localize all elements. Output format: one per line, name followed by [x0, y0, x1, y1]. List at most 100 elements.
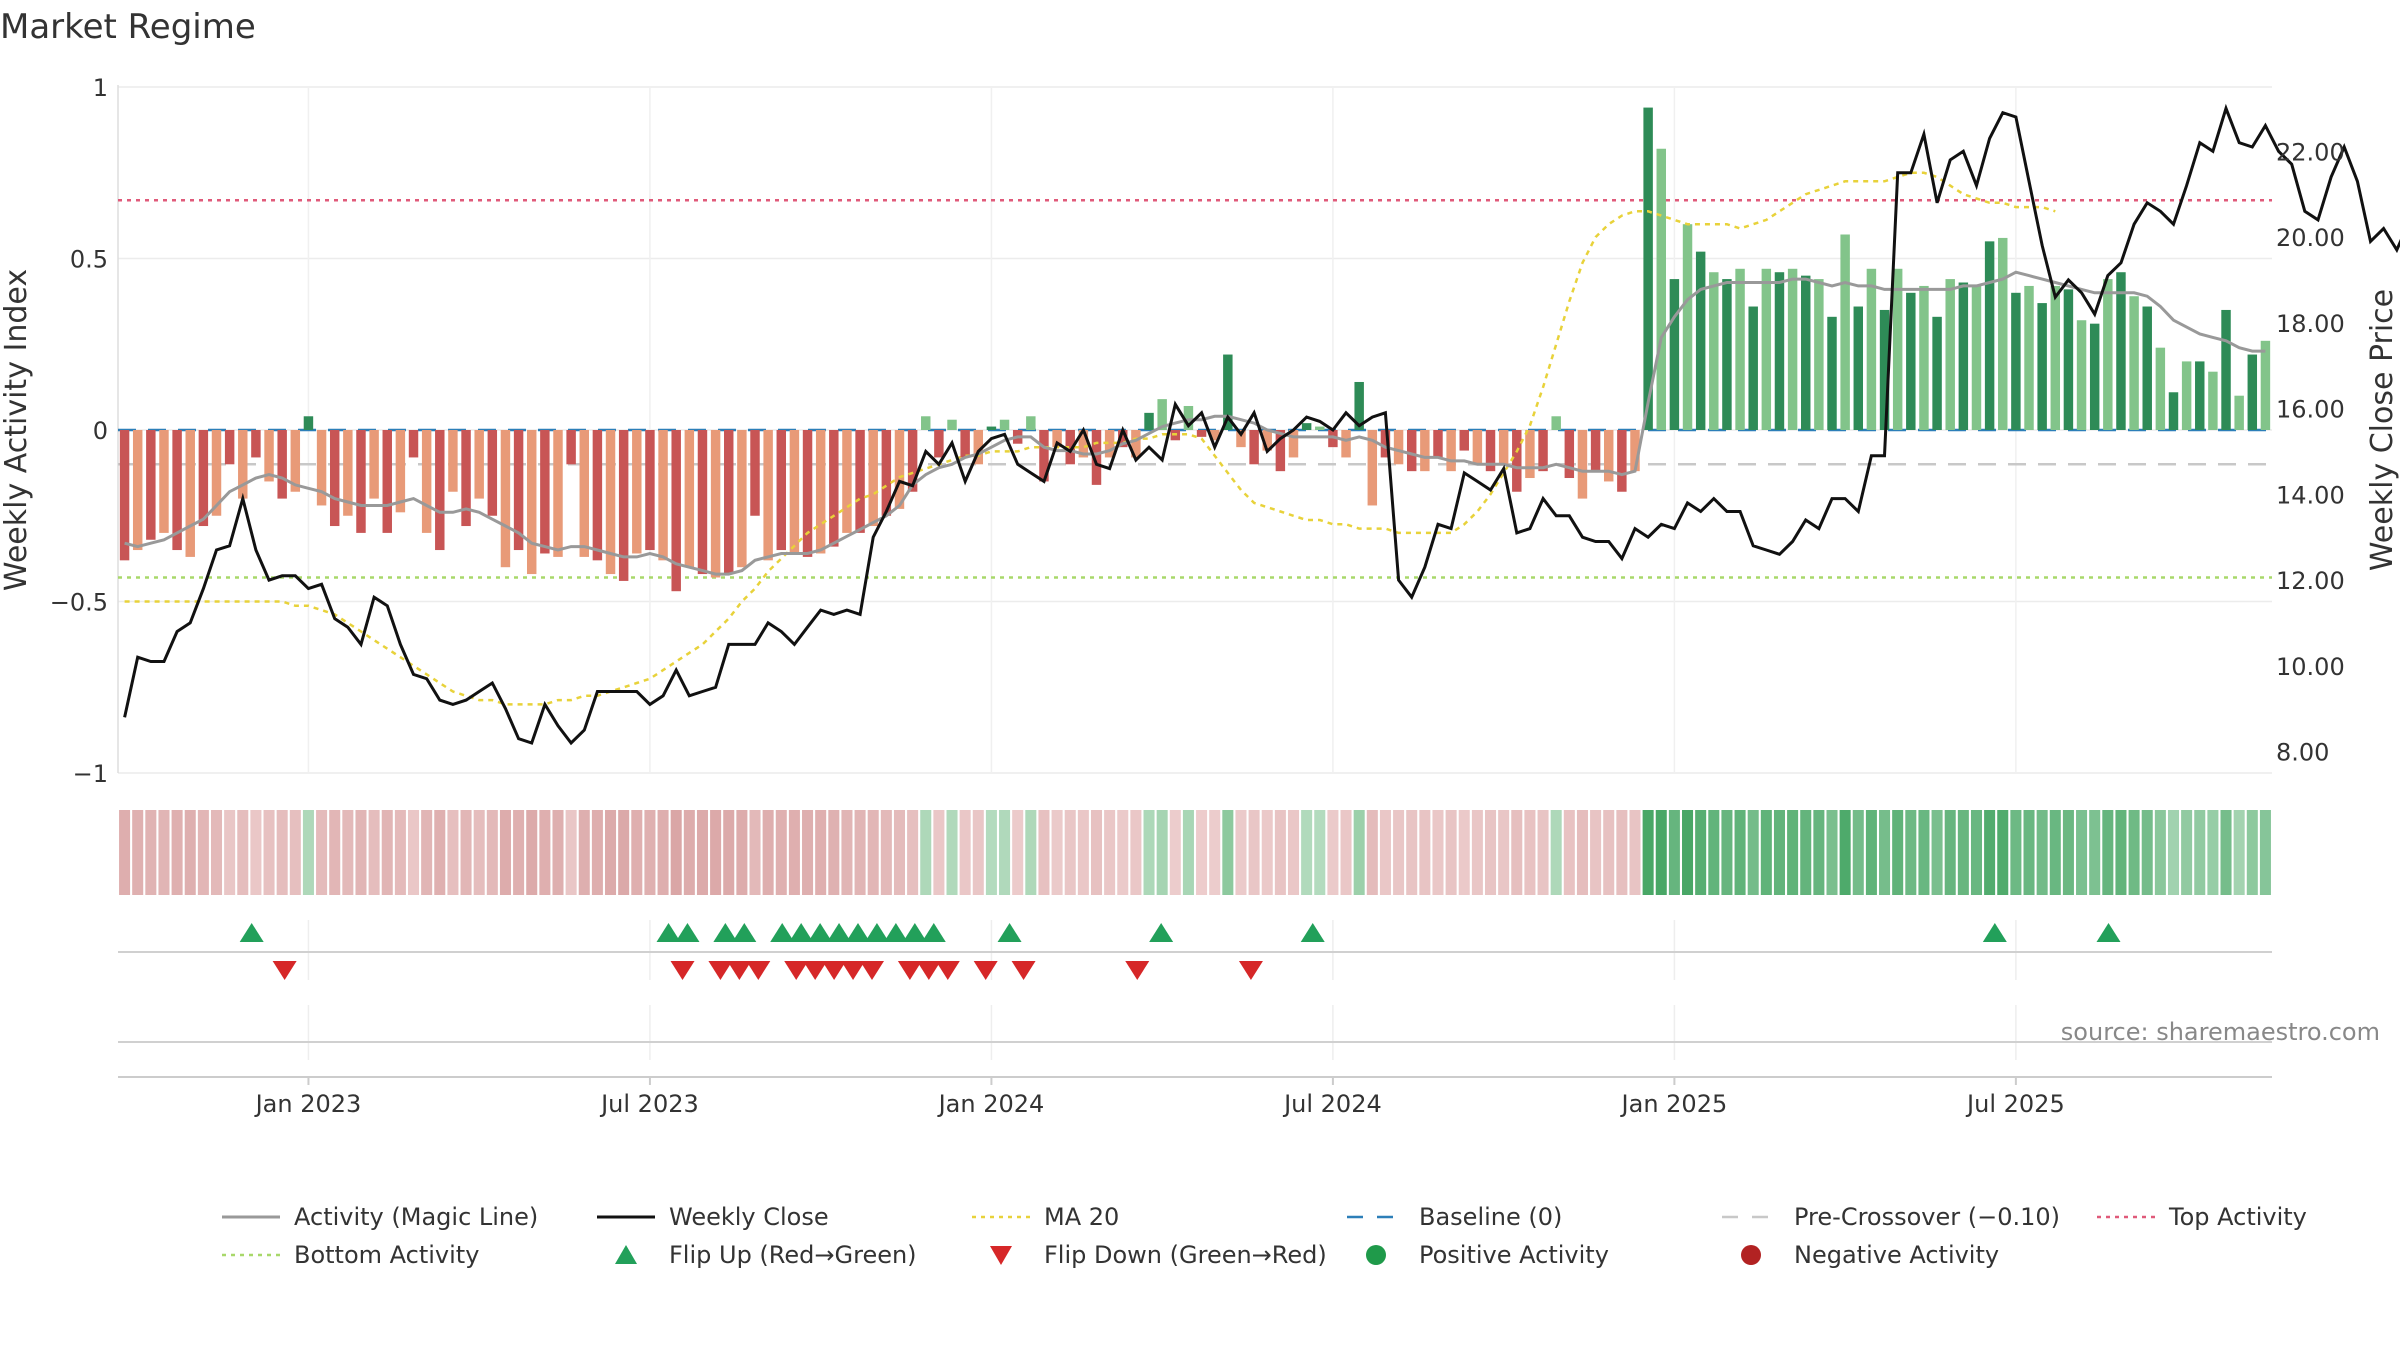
activity-bar: [618, 430, 629, 581]
heat-cell: [2049, 810, 2061, 895]
heat-cell: [158, 810, 170, 895]
flip-down-marker: [841, 961, 866, 980]
activity-bar: [2011, 292, 2021, 430]
heat-cell: [828, 810, 840, 895]
activity-bar: [1984, 241, 1995, 430]
heat-cell: [1813, 810, 1825, 895]
activity-bar: [776, 430, 787, 551]
heat-cell: [1773, 810, 1785, 895]
activity-bar: [2116, 272, 2126, 430]
heat-cell: [1340, 810, 1352, 895]
activity-bar: [1590, 430, 1601, 472]
grid: [117, 85, 2272, 1060]
activity-bar: [724, 430, 734, 575]
heat-cell: [394, 810, 406, 895]
heat-cell: [1379, 810, 1391, 895]
activity-bar: [1328, 430, 1338, 448]
heat-cell: [1721, 810, 1733, 895]
activity-bar: [132, 430, 143, 551]
heat-cell: [1314, 810, 1326, 895]
heat-cell: [565, 810, 577, 895]
activity-bar: [238, 430, 248, 499]
legend-label: Flip Down (Green→Red): [1044, 1241, 1327, 1269]
heat-cell: [1025, 810, 1037, 895]
heat-cell: [132, 810, 144, 895]
heat-cell: [985, 810, 997, 895]
flip-up-marker: [921, 923, 946, 942]
activity-bar: [1249, 430, 1259, 465]
legend-item: MA 20: [972, 1203, 1119, 1231]
heat-cell: [1104, 810, 1116, 895]
activity-bar: [369, 430, 379, 499]
activity-bar: [1275, 430, 1286, 472]
flip-down-marker: [272, 961, 297, 980]
activity-bar: [2221, 309, 2231, 430]
activity-bar: [487, 430, 498, 516]
heat-cell: [526, 810, 538, 895]
legend-label: Positive Activity: [1419, 1241, 1609, 1269]
y-left-tick-label: 0.5: [70, 246, 108, 274]
heat-cell: [1235, 810, 1247, 895]
activity-bar: [1787, 268, 1798, 430]
flip-down-marker: [1238, 961, 1263, 980]
activity-bar: [1958, 282, 1969, 430]
heat-cell: [237, 810, 249, 895]
flip-up-marker: [808, 923, 833, 942]
activity-bar: [1840, 234, 1850, 430]
flip-down-marker: [727, 961, 752, 980]
heat-cell: [815, 810, 827, 895]
heat-cell: [1432, 810, 1444, 895]
heat-cell: [683, 810, 695, 895]
activity-bar: [1695, 251, 1706, 430]
activity-bar: [868, 430, 878, 527]
heat-cell: [1064, 810, 1076, 895]
activity-bar: [553, 430, 563, 557]
activity-bar: [697, 430, 708, 575]
heat-cell: [1760, 810, 1772, 895]
heat-cell: [696, 810, 708, 895]
heat-cell: [408, 810, 420, 895]
heat-cell: [552, 810, 564, 895]
flip-down-marker: [1011, 961, 1036, 980]
activity-bar: [474, 430, 484, 499]
activity-bar: [2234, 395, 2244, 430]
activity-bar: [1315, 426, 1325, 430]
heat-cell: [2128, 810, 2140, 895]
heat-cell: [1708, 810, 1720, 895]
activity-bar: [198, 430, 209, 527]
heat-cell: [2141, 810, 2153, 895]
legend-label: Negative Activity: [1794, 1241, 1999, 1269]
heat-cell: [2010, 810, 2022, 895]
heat-cell: [2220, 810, 2232, 895]
activity-bar: [1157, 399, 1167, 430]
legend-label: Baseline (0): [1419, 1203, 1562, 1231]
activity-bar: [1827, 316, 1837, 430]
activity-bar: [1774, 272, 1785, 430]
activity-bar: [855, 430, 865, 533]
flip-up-marker: [2096, 923, 2121, 942]
y-right-tick-label: 12.00: [2276, 567, 2345, 595]
heat-cell: [880, 810, 892, 895]
heat-cell: [447, 810, 459, 895]
y-right-tick-label: 8.00: [2276, 739, 2329, 767]
heat-cell: [513, 810, 525, 895]
activity-bar: [802, 430, 813, 557]
heat-cell: [1090, 810, 1103, 895]
activity-bar: [2089, 323, 2100, 430]
heat-cell: [2023, 810, 2035, 895]
legend-label: MA 20: [1044, 1203, 1119, 1231]
heat-cell: [2246, 810, 2258, 895]
heat-cell: [473, 810, 485, 895]
x-tick-label: Jan 2024: [937, 1090, 1045, 1118]
activity-bar: [1380, 430, 1391, 458]
activity-bar: [1512, 430, 1522, 492]
legend-item: Positive Activity: [1366, 1241, 1609, 1269]
heat-cell: [1550, 810, 1562, 895]
activity-bar: [2208, 371, 2218, 430]
legend-item: Negative Activity: [1741, 1241, 1999, 1269]
heat-cell: [1445, 810, 1457, 895]
y-left-ticks: 1 0.5 0 −0.5 −1: [50, 74, 108, 788]
activity-bar: [356, 430, 366, 533]
activity-bar: [1498, 430, 1509, 465]
